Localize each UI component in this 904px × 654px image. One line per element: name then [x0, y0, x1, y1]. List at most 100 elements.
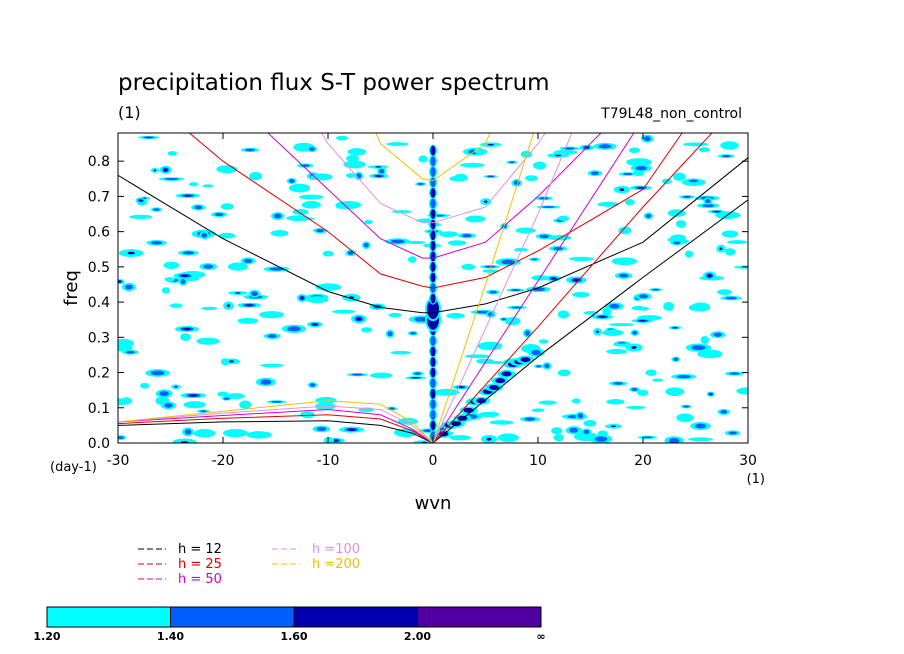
contour-blob — [180, 333, 191, 342]
contour-blob — [461, 263, 476, 270]
contour-blob — [139, 199, 143, 202]
colorbar-label: 1.40 — [157, 630, 184, 643]
contour-blob — [458, 386, 464, 388]
contour-blob — [180, 278, 186, 285]
contour-blob — [572, 292, 590, 298]
contour-blob — [430, 209, 436, 220]
contour-blob — [538, 400, 557, 405]
contour-blob — [430, 367, 436, 378]
contour-blob — [624, 199, 635, 206]
contour-blob — [118, 280, 122, 283]
curve-h12-n1_er — [118, 157, 748, 314]
contour-blob — [631, 305, 644, 311]
contour-blob — [524, 175, 538, 182]
contour-blob — [223, 428, 248, 438]
contour-blob — [625, 405, 646, 410]
contour-blob — [203, 264, 214, 269]
y-unit-label: (day-1) — [50, 460, 97, 475]
contour-blob — [554, 154, 562, 157]
colorbar-segment — [293, 606, 418, 628]
x-unit-label: (1) — [747, 472, 765, 487]
contour-blob — [484, 265, 496, 268]
contour-blob — [651, 378, 664, 382]
contour-blob — [514, 247, 528, 252]
contour-blob — [612, 343, 633, 347]
contour-blob — [446, 312, 465, 319]
contour-blob — [688, 179, 699, 183]
contour-blob — [201, 232, 208, 238]
contour-blob — [636, 389, 649, 396]
contour-blob — [430, 399, 436, 410]
contour-blob — [688, 304, 699, 311]
contour-blob — [118, 398, 128, 406]
contour-blob — [332, 309, 356, 314]
contour-blob — [228, 360, 235, 363]
contour-blob — [182, 251, 194, 255]
contour-blob — [632, 330, 638, 335]
contour-blob — [430, 156, 436, 167]
contour-blob — [239, 400, 252, 409]
y-tick-label: 0.4 — [88, 295, 110, 311]
contour-blob — [515, 227, 536, 234]
contour-blob — [301, 201, 321, 209]
contour-blob — [611, 257, 638, 266]
contour-blob — [673, 327, 677, 329]
contour-blob — [430, 409, 436, 420]
contour-blob — [495, 378, 506, 384]
contour-blob — [150, 370, 165, 376]
y-tick-label: 0.7 — [88, 189, 110, 205]
contour-blob — [163, 168, 168, 172]
contour-blob — [270, 230, 289, 237]
contour-blob — [618, 226, 632, 235]
contour-blob — [430, 261, 436, 272]
contour-blob — [386, 142, 409, 146]
contour-blob — [356, 173, 362, 179]
contour-blob — [691, 345, 706, 351]
x-axis-label: wvn — [415, 493, 452, 514]
contour-blob — [609, 303, 620, 309]
contour-blob — [410, 332, 416, 335]
contour-blob — [286, 215, 310, 222]
contour-blob — [460, 162, 485, 168]
contour-blob — [249, 171, 263, 181]
contour-blob — [635, 165, 647, 171]
contour-blob — [571, 398, 581, 404]
contour-blob — [717, 289, 733, 295]
contour-blob — [430, 356, 436, 367]
legend-label: h = 50 — [178, 572, 222, 587]
contour-blob — [497, 433, 519, 442]
power-spectrum-contours — [118, 134, 748, 443]
contour-blob — [501, 318, 507, 321]
contour-blob — [260, 379, 272, 385]
contour-blob — [427, 299, 439, 320]
contour-blob — [599, 315, 606, 318]
contour-blob — [243, 258, 253, 263]
contour-blob — [347, 428, 356, 431]
contour-blob — [430, 166, 436, 177]
contour-blob — [486, 175, 495, 178]
chart-subtitle-left: (1) — [118, 103, 141, 122]
contour-blob — [150, 241, 163, 245]
contour-blob — [538, 197, 549, 200]
colorbar-segment — [46, 606, 171, 628]
contour-blob — [164, 277, 175, 282]
contour-blob — [721, 230, 739, 238]
curve-h50-rossby — [118, 408, 434, 443]
contour-blob — [557, 369, 571, 377]
contour-blob — [223, 397, 230, 400]
contour-blob — [608, 323, 635, 327]
contour-blob — [430, 388, 436, 399]
contour-blob — [430, 230, 436, 241]
contour-blob — [194, 205, 203, 210]
contour-blob — [164, 177, 179, 181]
contour-blob — [408, 256, 417, 263]
x-tick-label: 0 — [429, 453, 438, 469]
contour-blob — [476, 358, 494, 364]
contour-blob — [246, 431, 272, 439]
contour-blob — [583, 420, 597, 427]
contour-blob — [315, 397, 337, 404]
contour-blob — [676, 374, 691, 379]
contour-blob — [145, 136, 152, 138]
x-tick-label: -30 — [107, 453, 130, 469]
contour-blob — [628, 147, 641, 153]
